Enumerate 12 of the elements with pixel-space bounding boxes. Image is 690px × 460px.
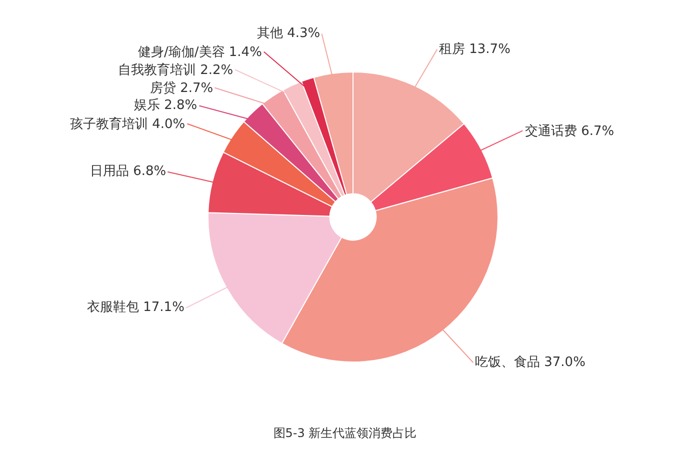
slice-label: 房贷 2.7% (150, 80, 214, 96)
slice-label: 交通话费 6.7% (525, 123, 614, 139)
slice-label: 健身/瑜伽/美容 1.4% (138, 44, 262, 60)
slice-label: 其他 4.3% (257, 26, 320, 41)
slice-label: 娱乐 2.8% (134, 98, 198, 113)
text: 图5-3 新生代蓝领消费占比 (273, 426, 417, 440)
slice-label: 孩子教育培训 4.0% (70, 116, 186, 132)
slice-label: 衣服鞋包 17.1% (87, 300, 184, 315)
slice-label: 日用品 6.8% (90, 164, 166, 179)
slice-label: 租房 13.7% (439, 41, 510, 57)
slice-label: 吃饭、食品 37.0% (475, 355, 586, 370)
slice-label: 自我教育培训 2.2% (118, 62, 234, 78)
